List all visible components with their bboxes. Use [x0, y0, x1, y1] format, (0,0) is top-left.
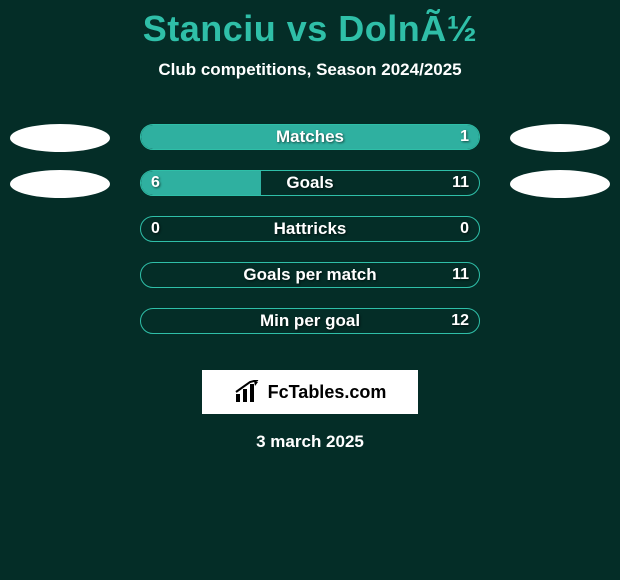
player-left-ellipse	[10, 170, 110, 198]
stat-value-right: 11	[452, 171, 469, 195]
stat-value-left: 6	[151, 171, 160, 195]
stat-label: Goals	[141, 171, 479, 195]
stat-row: Goals6 11	[0, 166, 620, 212]
stat-value-left: 0	[151, 217, 160, 241]
stat-value-right: 11	[452, 263, 469, 287]
player-left-ellipse	[10, 124, 110, 152]
page-title: Stanciu vs DolnÃ½	[0, 0, 620, 50]
stats-rows: Matches1 Goals6 11 Hattricks0 0 Goals per mat…	[0, 120, 620, 350]
stat-label: Min per goal	[141, 309, 479, 333]
stat-label: Goals per match	[141, 263, 479, 287]
stat-row: Matches1	[0, 120, 620, 166]
comparison-widget: Stanciu vs DolnÃ½ Club competitions, Sea…	[0, 0, 620, 580]
stat-label: Matches	[141, 125, 479, 149]
stat-value-right: 1	[460, 125, 469, 149]
stat-bar: Matches1	[140, 124, 480, 150]
player-right-ellipse	[510, 124, 610, 152]
stat-bar: Goals6 11	[140, 170, 480, 196]
stat-row: Hattricks0 0	[0, 212, 620, 258]
stat-row: Goals per match11	[0, 258, 620, 304]
stat-label: Hattricks	[141, 217, 479, 241]
stat-value-right: 12	[451, 309, 469, 333]
subtitle: Club competitions, Season 2024/2025	[0, 60, 620, 80]
brand-icon	[234, 380, 264, 404]
stat-bar: Goals per match11	[140, 262, 480, 288]
date: 3 march 2025	[0, 432, 620, 452]
brand-text: FcTables.com	[268, 382, 387, 403]
player-right-ellipse	[510, 170, 610, 198]
brand-box[interactable]: FcTables.com	[202, 370, 418, 414]
stat-row: Min per goal12	[0, 304, 620, 350]
stat-bar: Hattricks0 0	[140, 216, 480, 242]
stat-bar: Min per goal12	[140, 308, 480, 334]
stat-value-right: 0	[460, 217, 469, 241]
